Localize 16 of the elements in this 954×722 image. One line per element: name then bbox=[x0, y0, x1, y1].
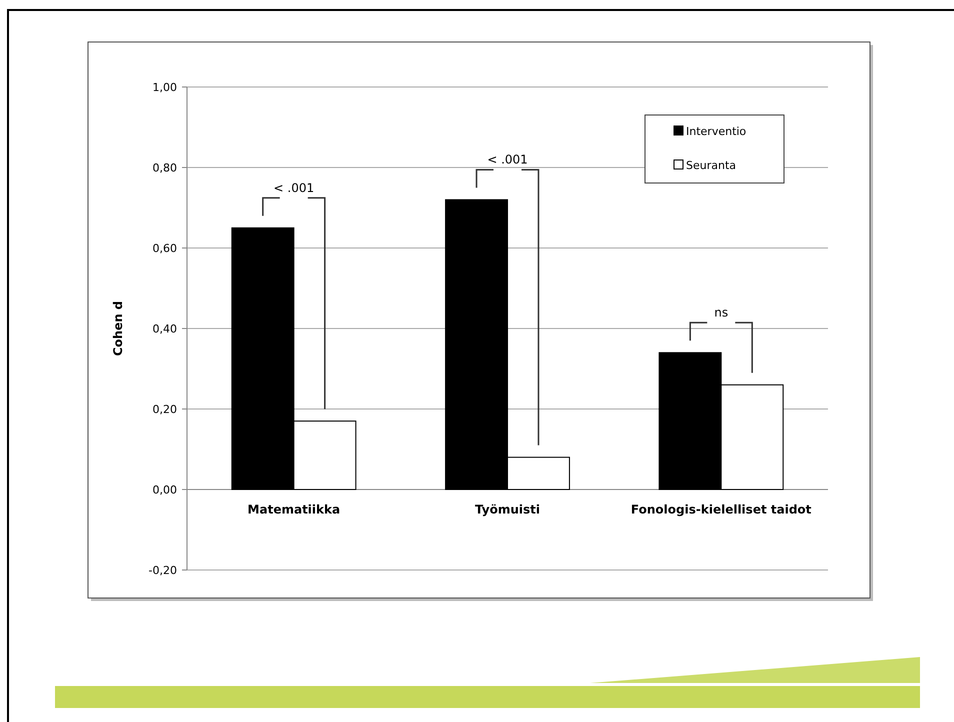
y-tick-label: 0,20 bbox=[152, 402, 177, 416]
annotation: ns bbox=[714, 306, 728, 320]
y-tick-label: 0,80 bbox=[152, 161, 177, 174]
x-tick-label: Työmuisti bbox=[475, 502, 540, 516]
y-tick-label: -0,20 bbox=[148, 564, 177, 577]
annotation: < .001 bbox=[274, 180, 314, 195]
y-tick-label: 0,40 bbox=[152, 322, 177, 336]
x-tick-label: Matematiikka bbox=[248, 502, 340, 516]
y-tick-label: 1,00 bbox=[152, 80, 177, 94]
x-tick-label: Fonologis-kielelliset taidot bbox=[630, 502, 812, 516]
y-axis-title: Cohen d bbox=[111, 300, 125, 356]
y-tick-label: 0,60 bbox=[152, 242, 177, 255]
annotation: < .001 bbox=[487, 152, 528, 167]
legend-label: Interventio bbox=[686, 124, 746, 138]
y-tick-label: 0,00 bbox=[152, 483, 177, 496]
legend-label: Seuranta bbox=[686, 158, 736, 172]
